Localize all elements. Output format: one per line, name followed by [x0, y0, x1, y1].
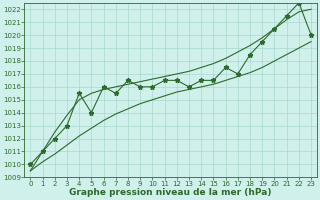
- X-axis label: Graphe pression niveau de la mer (hPa): Graphe pression niveau de la mer (hPa): [69, 188, 272, 197]
